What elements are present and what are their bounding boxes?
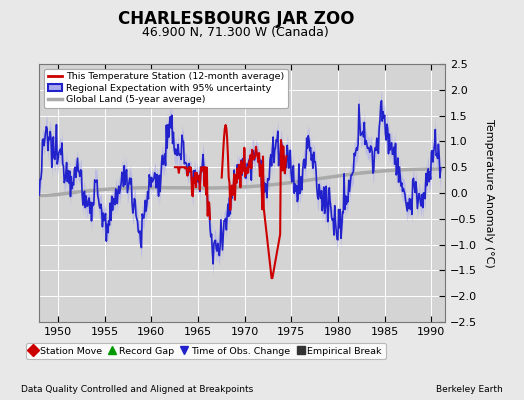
Legend: This Temperature Station (12-month average), Regional Expectation with 95% uncer: This Temperature Station (12-month avera… (44, 69, 288, 108)
Text: Berkeley Earth: Berkeley Earth (436, 385, 503, 394)
Text: CHARLESBOURG JAR ZOO: CHARLESBOURG JAR ZOO (117, 10, 354, 28)
Text: Data Quality Controlled and Aligned at Breakpoints: Data Quality Controlled and Aligned at B… (21, 385, 253, 394)
Text: 46.900 N, 71.300 W (Canada): 46.900 N, 71.300 W (Canada) (143, 26, 329, 39)
Legend: Station Move, Record Gap, Time of Obs. Change, Empirical Break: Station Move, Record Gap, Time of Obs. C… (26, 343, 386, 359)
Y-axis label: Temperature Anomaly (°C): Temperature Anomaly (°C) (484, 119, 494, 267)
